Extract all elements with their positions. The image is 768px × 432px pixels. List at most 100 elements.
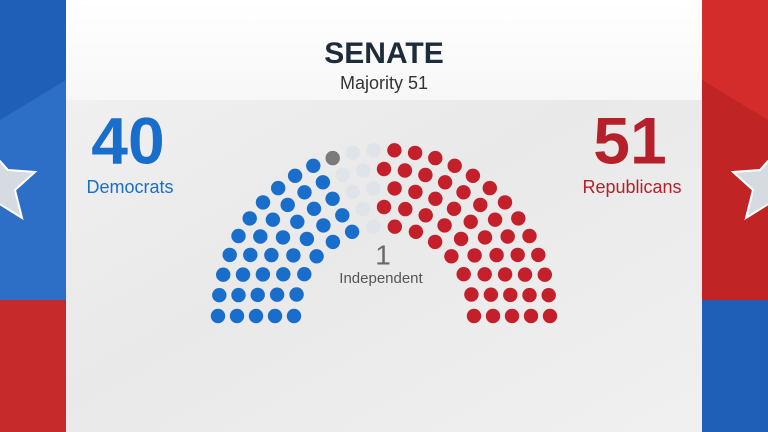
seat bbox=[306, 158, 321, 173]
seat bbox=[482, 180, 497, 196]
seat bbox=[345, 145, 361, 161]
seat bbox=[280, 197, 295, 213]
seat bbox=[456, 185, 471, 200]
seat bbox=[309, 249, 324, 264]
seat bbox=[467, 248, 482, 263]
seat bbox=[504, 308, 520, 324]
seat bbox=[344, 224, 360, 239]
seat bbox=[248, 308, 264, 324]
count-label: 51 bbox=[593, 103, 666, 177]
seat bbox=[212, 288, 227, 303]
seat bbox=[465, 168, 481, 183]
seat bbox=[428, 150, 443, 166]
seat bbox=[463, 214, 478, 229]
seat bbox=[437, 175, 453, 190]
seat bbox=[297, 267, 312, 282]
seat bbox=[355, 201, 370, 217]
seat bbox=[408, 184, 423, 200]
seat bbox=[366, 143, 381, 158]
seat bbox=[473, 197, 488, 213]
seat bbox=[315, 175, 331, 190]
seat bbox=[269, 287, 285, 302]
seat bbox=[271, 180, 286, 196]
seat bbox=[418, 208, 433, 223]
seat bbox=[477, 267, 492, 282]
seat bbox=[500, 229, 515, 244]
seat bbox=[286, 248, 301, 263]
seat bbox=[427, 234, 443, 250]
seat bbox=[222, 247, 237, 263]
seat bbox=[453, 231, 469, 247]
seat bbox=[522, 287, 537, 303]
count-label: 40 bbox=[91, 103, 164, 177]
seat bbox=[290, 214, 305, 229]
seat bbox=[503, 287, 518, 303]
seat bbox=[231, 287, 246, 303]
party-label: Democrats bbox=[86, 177, 173, 197]
seat bbox=[497, 195, 513, 210]
seat bbox=[253, 229, 268, 244]
seat bbox=[335, 208, 350, 223]
subtitle: Majority 51 bbox=[340, 73, 428, 93]
seat bbox=[466, 308, 482, 324]
right-flag bbox=[702, 0, 768, 432]
seat bbox=[397, 163, 413, 178]
seat bbox=[464, 287, 479, 302]
seat bbox=[276, 267, 291, 282]
seat bbox=[286, 308, 302, 324]
seat bbox=[275, 230, 291, 245]
seat bbox=[335, 167, 350, 183]
seat bbox=[541, 288, 556, 303]
seat bbox=[418, 167, 433, 183]
seat bbox=[523, 308, 539, 324]
seat bbox=[437, 218, 452, 233]
seat bbox=[299, 231, 315, 247]
seat bbox=[264, 247, 279, 263]
seat bbox=[265, 212, 281, 227]
party-label: Republicans bbox=[582, 177, 681, 197]
seat bbox=[444, 249, 459, 264]
seat bbox=[387, 219, 402, 234]
seat bbox=[446, 201, 462, 216]
seat bbox=[255, 195, 271, 210]
seat bbox=[255, 267, 271, 282]
seat bbox=[267, 308, 283, 324]
seat bbox=[235, 267, 251, 282]
party-label: Independent bbox=[339, 270, 423, 287]
seat bbox=[325, 150, 340, 166]
seat bbox=[510, 247, 525, 263]
seat bbox=[408, 224, 424, 239]
seat bbox=[242, 211, 257, 226]
seat bbox=[366, 181, 381, 196]
seat bbox=[210, 308, 226, 324]
seat bbox=[407, 145, 423, 161]
seat bbox=[489, 247, 504, 263]
seat bbox=[447, 158, 462, 173]
seat bbox=[345, 184, 360, 200]
seat bbox=[297, 185, 312, 200]
title: SENATE bbox=[324, 37, 443, 70]
seat bbox=[487, 212, 503, 227]
seat bbox=[387, 181, 402, 196]
seat bbox=[289, 287, 304, 302]
seat bbox=[511, 211, 526, 226]
seat bbox=[287, 168, 303, 183]
seat bbox=[355, 163, 371, 178]
seat bbox=[316, 218, 331, 233]
seat bbox=[522, 228, 537, 244]
seat bbox=[428, 191, 443, 206]
seat bbox=[477, 230, 493, 245]
seat bbox=[250, 287, 265, 303]
seat bbox=[485, 308, 501, 324]
count-label: 1 bbox=[375, 239, 391, 270]
left-flag bbox=[0, 0, 66, 432]
seat bbox=[456, 267, 471, 282]
seat bbox=[483, 287, 499, 302]
seat bbox=[376, 161, 392, 177]
seat bbox=[366, 219, 381, 234]
seat bbox=[537, 267, 552, 282]
seat bbox=[243, 247, 258, 263]
header bbox=[66, 0, 702, 100]
seat bbox=[216, 267, 231, 282]
seat bbox=[231, 228, 246, 244]
